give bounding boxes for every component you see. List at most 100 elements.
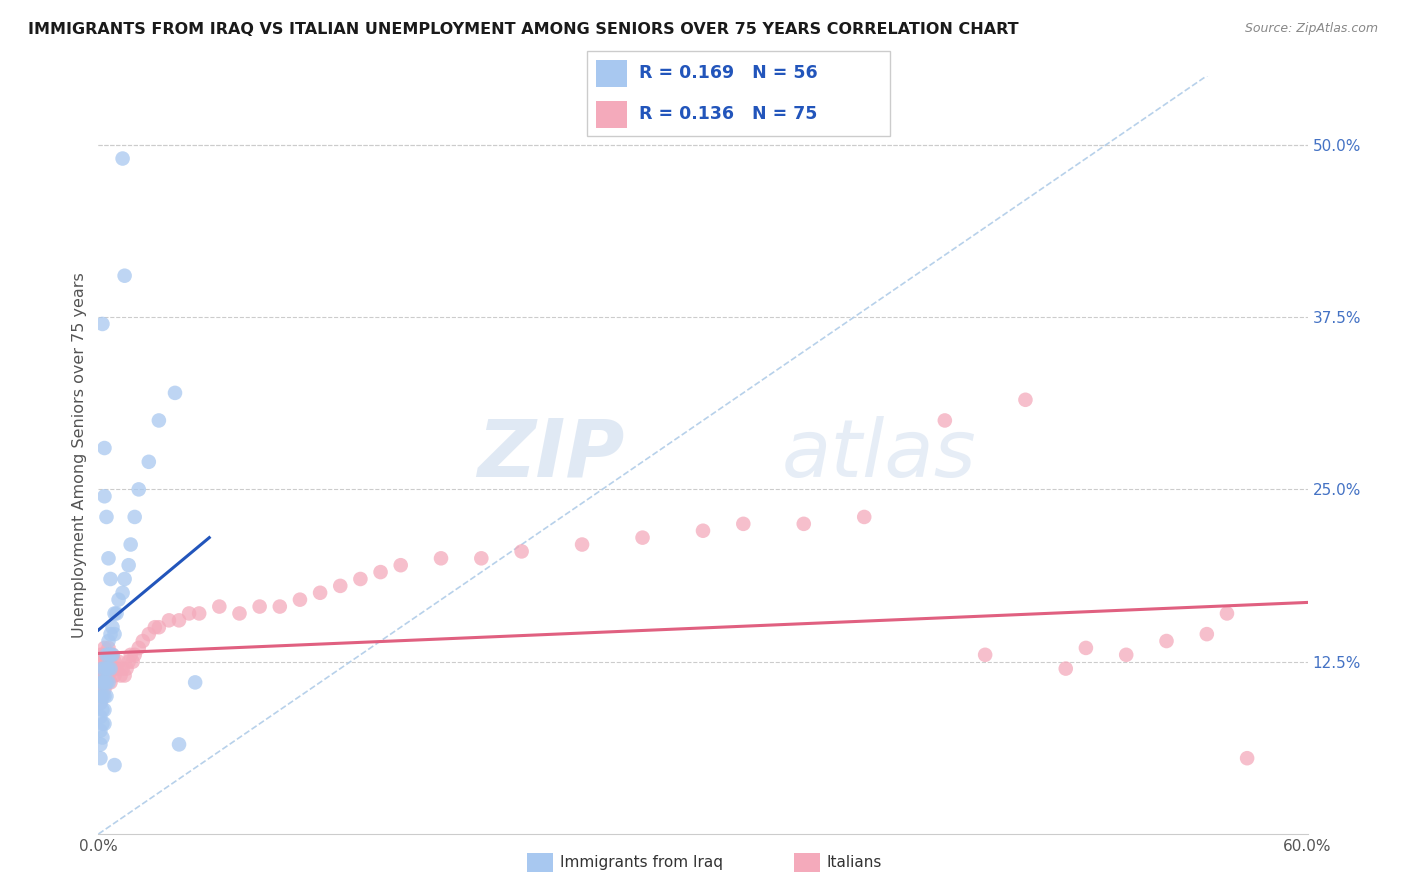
Point — [96, 662, 118, 676]
Bar — [596, 60, 627, 87]
Point — [91, 689, 114, 703]
Point — [97, 640, 120, 655]
Point — [184, 675, 207, 690]
Point — [100, 648, 122, 662]
Point — [1054, 662, 1077, 676]
Point — [114, 268, 136, 283]
Point — [430, 551, 453, 566]
Point — [329, 579, 352, 593]
Point — [157, 613, 180, 627]
Point — [91, 703, 114, 717]
Point — [96, 675, 118, 690]
Point — [89, 696, 111, 710]
Point — [96, 662, 118, 676]
Point — [1156, 634, 1178, 648]
Point — [105, 607, 128, 621]
Point — [93, 668, 115, 682]
Point — [100, 572, 122, 586]
Point — [93, 689, 115, 703]
Point — [103, 758, 125, 772]
Point — [103, 668, 125, 682]
Point — [96, 648, 118, 662]
Point — [93, 655, 115, 669]
Point — [288, 592, 311, 607]
Point — [103, 607, 125, 621]
Point — [89, 689, 111, 703]
Point — [91, 716, 114, 731]
Point — [101, 648, 124, 662]
Point — [96, 648, 118, 662]
Point — [93, 441, 115, 455]
Point — [89, 710, 111, 724]
Point — [115, 662, 138, 676]
Point — [120, 648, 142, 662]
Point — [89, 648, 111, 662]
Point — [370, 565, 392, 579]
Point — [97, 648, 120, 662]
Point — [114, 572, 136, 586]
Point — [571, 537, 593, 551]
Point — [208, 599, 231, 614]
Point — [91, 675, 114, 690]
Point — [124, 510, 146, 524]
Point — [249, 599, 271, 614]
Text: Source: ZipAtlas.com: Source: ZipAtlas.com — [1244, 22, 1378, 36]
FancyBboxPatch shape — [586, 51, 890, 136]
Point — [974, 648, 997, 662]
Text: R = 0.136   N = 75: R = 0.136 N = 75 — [640, 105, 817, 123]
Point — [309, 586, 332, 600]
Point — [91, 689, 114, 703]
Text: atlas: atlas — [782, 416, 976, 494]
Point — [692, 524, 714, 538]
Point — [103, 655, 125, 669]
Text: IMMIGRANTS FROM IRAQ VS ITALIAN UNEMPLOYMENT AMONG SENIORS OVER 75 YEARS CORRELA: IMMIGRANTS FROM IRAQ VS ITALIAN UNEMPLOY… — [28, 22, 1019, 37]
Point — [138, 627, 160, 641]
Point — [228, 607, 250, 621]
Point — [93, 489, 115, 503]
Point — [93, 640, 115, 655]
Point — [1074, 640, 1097, 655]
Point — [91, 662, 114, 676]
Point — [853, 510, 876, 524]
Point — [1014, 392, 1036, 407]
Y-axis label: Unemployment Among Seniors over 75 years: Unemployment Among Seniors over 75 years — [72, 272, 87, 638]
Point — [91, 675, 114, 690]
Text: R = 0.169   N = 56: R = 0.169 N = 56 — [640, 64, 818, 82]
Point — [118, 558, 141, 573]
Point — [138, 455, 160, 469]
Point — [269, 599, 291, 614]
Point — [128, 483, 150, 497]
Point — [349, 572, 371, 586]
Point — [163, 385, 186, 400]
Point — [93, 675, 115, 690]
Point — [93, 703, 115, 717]
Point — [89, 723, 111, 738]
Point — [148, 413, 170, 427]
Point — [188, 607, 211, 621]
Point — [120, 537, 142, 551]
Point — [1115, 648, 1137, 662]
Point — [107, 655, 129, 669]
Point — [91, 648, 114, 662]
Point — [97, 634, 120, 648]
Point — [93, 716, 115, 731]
Point — [631, 531, 654, 545]
Point — [97, 551, 120, 566]
Point — [128, 640, 150, 655]
Point — [143, 620, 166, 634]
Point — [121, 655, 143, 669]
Point — [179, 607, 201, 621]
Point — [101, 648, 124, 662]
Point — [89, 682, 111, 697]
Point — [93, 662, 115, 676]
Point — [100, 662, 122, 676]
Point — [89, 751, 111, 765]
Point — [96, 675, 118, 690]
Point — [1195, 627, 1218, 641]
Point — [389, 558, 412, 573]
Point — [103, 627, 125, 641]
Bar — [596, 101, 627, 128]
Point — [101, 662, 124, 676]
Point — [167, 738, 190, 752]
Point — [100, 662, 122, 676]
